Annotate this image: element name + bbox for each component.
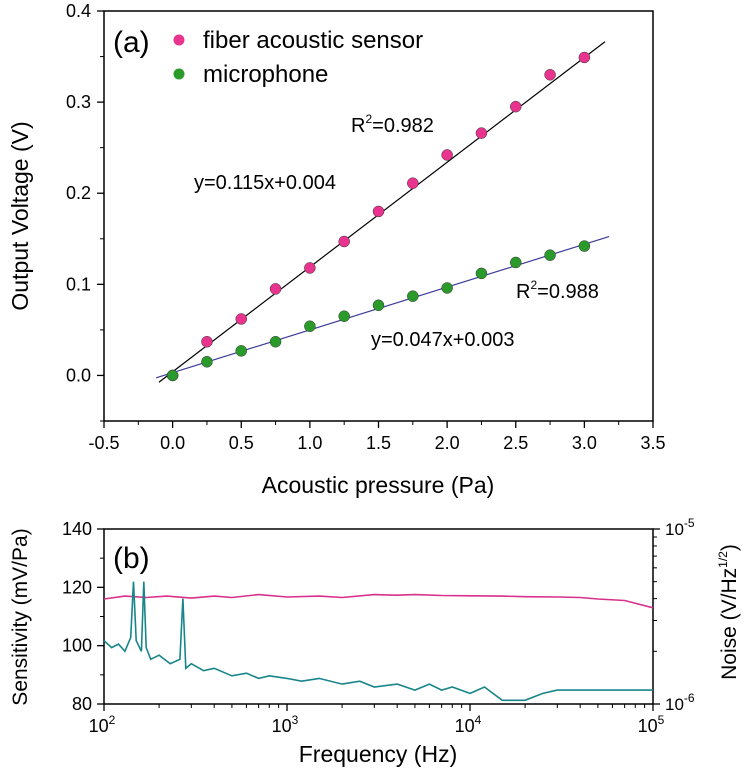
noise-tick-exp-0: -6 bbox=[684, 691, 695, 705]
data-point-series-1-2 bbox=[235, 345, 247, 357]
x-tick-label-3: 1.0 bbox=[297, 433, 322, 453]
panel-a-legend: fiber acoustic sensor microphone bbox=[173, 27, 423, 88]
panel-a-x-ticks: -0.5 0.0 0.5 1.0 1.5 2.0 2.5 3.0 3.5 bbox=[88, 421, 666, 453]
data-point-series-1-1 bbox=[201, 356, 213, 368]
freq-tick-base-3: 10 bbox=[638, 716, 658, 736]
microphone-fit-equation: y=0.047x+0.003 bbox=[371, 329, 514, 351]
panel-a-data-points bbox=[166, 51, 591, 382]
data-point-series-0-6 bbox=[372, 205, 385, 218]
freq-tick-exp-2: 4 bbox=[475, 713, 482, 727]
sens-tick-label-0: 80 bbox=[72, 694, 92, 714]
freq-tick-exp-0: 2 bbox=[109, 713, 116, 727]
data-point-series-0-10 bbox=[510, 100, 522, 113]
legend-marker-microphone bbox=[173, 68, 185, 80]
data-point-series-1-3 bbox=[269, 335, 282, 348]
microphone-r2-value: =0.988 bbox=[537, 281, 599, 303]
x-tick-label-7: 3.0 bbox=[572, 433, 597, 453]
y-tick-label-2: 0.2 bbox=[66, 183, 91, 203]
freq-tick-exp-3: 5 bbox=[658, 713, 665, 727]
data-point-series-0-3 bbox=[269, 283, 282, 295]
data-point-series-0-12 bbox=[578, 51, 591, 64]
noise-tick-exp-1: -5 bbox=[684, 516, 695, 530]
fiber-r2-annotation: R2=0.982 bbox=[351, 112, 434, 137]
y-tick-label-1: 0.1 bbox=[66, 274, 91, 294]
panel-a-y-axis-title: Output Voltage (V) bbox=[7, 121, 33, 310]
fiber-r2-value: =0.982 bbox=[372, 115, 434, 137]
legend-label-microphone: microphone bbox=[203, 61, 328, 88]
sensitivity-line bbox=[103, 593, 654, 609]
x-tick-label-5: 2.0 bbox=[435, 433, 460, 453]
data-point-series-1-6 bbox=[372, 299, 385, 312]
freq-tick-label-2: 104 bbox=[455, 713, 482, 736]
freq-tick-label-1: 103 bbox=[272, 713, 299, 736]
y-tick-label-4: 0.4 bbox=[66, 1, 91, 21]
x-tick-label-1: 0.0 bbox=[160, 433, 185, 453]
panel-b-x-ticks: 102 103 104 105 bbox=[89, 704, 665, 736]
freq-tick-base-2: 10 bbox=[455, 716, 475, 736]
panel-b-left-y-axis-title: Sensitivity (mV/Pa) bbox=[9, 528, 32, 705]
freq-tick-exp-1: 3 bbox=[292, 713, 299, 727]
panel-b-plot-frame bbox=[103, 528, 654, 705]
data-point-series-1-7 bbox=[407, 290, 419, 302]
x-tick-label-2: 0.5 bbox=[229, 433, 254, 453]
sens-tick-label-1: 100 bbox=[62, 636, 92, 656]
data-point-series-0-4 bbox=[304, 262, 316, 274]
data-point-series-1-11 bbox=[544, 249, 556, 261]
noise-tick-base-1: 10 bbox=[665, 520, 684, 539]
data-point-series-1-12 bbox=[578, 240, 591, 252]
fiber-fit-equation: y=0.115x+0.004 bbox=[194, 172, 336, 194]
data-point-series-0-8 bbox=[441, 149, 453, 161]
legend-label-fiber: fiber acoustic sensor bbox=[203, 27, 423, 54]
noise-line bbox=[103, 581, 653, 702]
data-point-series-0-1 bbox=[201, 335, 213, 348]
panel-b-right-y-ticks: 10-610-5 bbox=[653, 516, 695, 714]
panel-b-left-y-ticks: 80 100 120 140 bbox=[62, 519, 104, 714]
microphone-r2-sup: 2 bbox=[530, 278, 537, 292]
noise-tick-label-1: 10-5 bbox=[665, 516, 695, 539]
panel-a-y-ticks: 0.0 0.1 0.2 0.3 0.4 bbox=[66, 1, 104, 422]
fiber-r2-sup: 2 bbox=[365, 112, 372, 126]
freq-tick-base-0: 10 bbox=[89, 716, 109, 736]
microphone-r2-annotation: R2=0.988 bbox=[516, 278, 599, 303]
sens-tick-label-2: 120 bbox=[62, 577, 92, 597]
panel-a-scatter-chart: -0.5 0.0 0.5 1.0 1.5 2.0 2.5 3.0 3.5 0.00.10.20.… bbox=[7, 1, 666, 498]
microphone-r2-prefix: R bbox=[516, 281, 530, 303]
noise-axis-title-sup: 1/2 bbox=[716, 551, 730, 568]
noise-tick-label-0: 10-6 bbox=[665, 691, 695, 714]
data-point-series-0-5 bbox=[338, 235, 350, 248]
panel-a-label: (a) bbox=[113, 26, 150, 59]
y-tick-label-0: 0.0 bbox=[66, 365, 91, 385]
y-tick-label-3: 0.3 bbox=[66, 92, 91, 112]
data-point-series-0-7 bbox=[407, 177, 419, 189]
noise-axis-title-main: Noise (V/Hz bbox=[718, 568, 741, 680]
freq-tick-label-3: 105 bbox=[638, 713, 665, 736]
data-point-series-1-9 bbox=[475, 267, 488, 280]
x-tick-label-8: 3.5 bbox=[640, 433, 665, 453]
data-point-series-0-2 bbox=[235, 313, 247, 325]
x-tick-label-0: -0.5 bbox=[88, 433, 119, 453]
noise-axis-title-close: ) bbox=[718, 544, 741, 551]
panel-b-right-y-axis-title: Noise (V/Hz1/2) bbox=[716, 544, 741, 680]
freq-tick-label-0: 102 bbox=[89, 713, 116, 736]
fiber-r2-prefix: R bbox=[351, 115, 365, 137]
data-point-series-0-11 bbox=[544, 69, 556, 81]
sens-tick-label-3: 140 bbox=[62, 519, 92, 539]
panel-a-x-axis-title: Acoustic pressure (Pa) bbox=[262, 472, 495, 498]
data-point-series-0-9 bbox=[475, 127, 488, 139]
data-point-series-1-8 bbox=[441, 282, 453, 294]
panel-b-x-axis-title: Frequency (Hz) bbox=[299, 741, 457, 767]
panel-b-label: (b) bbox=[113, 542, 150, 575]
data-point-series-1-4 bbox=[304, 320, 316, 332]
x-tick-label-4: 1.5 bbox=[366, 433, 391, 453]
data-point-series-1-0 bbox=[166, 369, 179, 382]
x-tick-label-6: 2.5 bbox=[503, 433, 528, 453]
panel-b-series-lines bbox=[103, 581, 654, 702]
freq-tick-base-1: 10 bbox=[272, 716, 292, 736]
data-point-series-1-5 bbox=[338, 310, 350, 322]
noise-tick-base-0: 10 bbox=[665, 695, 684, 714]
data-point-series-1-10 bbox=[510, 256, 522, 269]
legend-marker-fiber bbox=[173, 34, 185, 46]
